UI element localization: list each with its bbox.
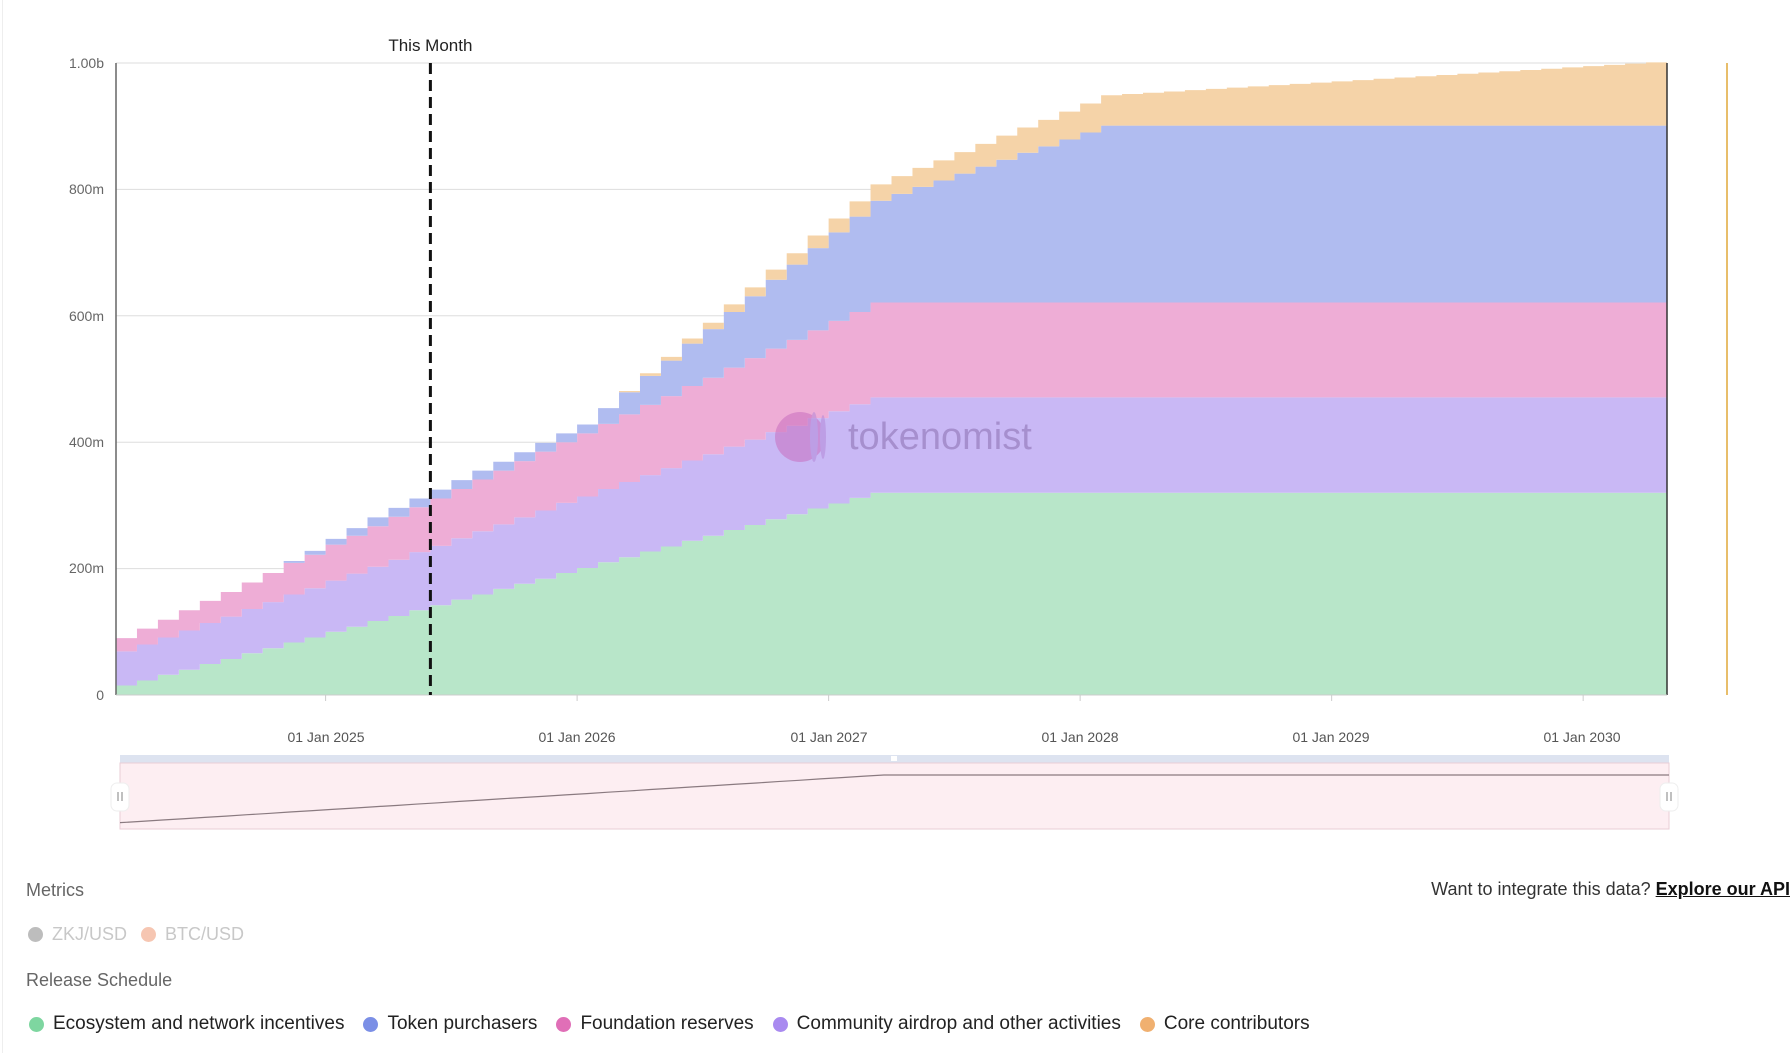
stacked-areas <box>116 62 1667 695</box>
area-ecosystem-and-network-incentives <box>116 492 1667 695</box>
metrics-heading: Metrics <box>26 880 84 900</box>
legend-label: Token purchasers <box>387 1013 538 1034</box>
x-tick-label: 01 Jan 2027 <box>790 729 867 745</box>
y-tick-label: 800m <box>69 181 104 197</box>
api-prompt: Want to integrate this data? <box>1431 879 1651 899</box>
this-month-label: This Month <box>388 36 472 55</box>
x-tick-label: 01 Jan 2029 <box>1292 729 1369 745</box>
y-tick-label: 600m <box>69 308 104 324</box>
x-ticks <box>325 695 1584 701</box>
legend-label: Core contributors <box>1163 1013 1310 1034</box>
navigator-scrollbar-grip <box>891 756 897 761</box>
explore-api-link[interactable]: Explore our API <box>1655 879 1790 899</box>
y-tick-label: 400m <box>69 434 104 450</box>
metrics-list: ZKJ/USD BTC/USD <box>28 924 258 945</box>
legend-label: Community airdrop and other activities <box>796 1013 1121 1034</box>
page-border <box>2 0 3 1053</box>
legend-dot-icon <box>772 1016 788 1032</box>
api-promo: Want to integrate this data? Explore our… <box>1431 879 1790 900</box>
legend-dot-icon <box>141 927 157 942</box>
unlock-chart: tokenomist 0 200m 400m 600m 800m 1.00b 0… <box>69 36 1728 830</box>
legend-label: Ecosystem and network incentives <box>53 1013 345 1034</box>
legend-ecosystem[interactable]: Ecosystem and network incentives <box>29 1013 344 1035</box>
legend-dot-icon <box>363 1016 379 1032</box>
metric-label: ZKJ/USD <box>52 924 128 944</box>
watermark-text: tokenomist <box>848 416 1032 458</box>
tokenomist-watermark: tokenomist <box>775 412 1032 462</box>
range-navigator[interactable] <box>110 755 1679 830</box>
metric-btc-usd[interactable]: BTC/USD <box>141 924 244 945</box>
legend-core-contributors[interactable]: Core contributors <box>1139 1013 1310 1035</box>
x-tick-label: 01 Jan 2030 <box>1543 729 1620 745</box>
navigator-series-line <box>119 774 1669 824</box>
x-tick-label: 01 Jan 2025 <box>287 729 364 745</box>
metric-zkj-usd[interactable]: ZKJ/USD <box>28 924 127 945</box>
legend-token-purchasers[interactable]: Token purchasers <box>363 1013 537 1035</box>
x-tick-label: 01 Jan 2028 <box>1041 729 1118 745</box>
legend-community-airdrop[interactable]: Community airdrop and other activities <box>772 1013 1121 1035</box>
x-tick-label: 01 Jan 2026 <box>538 729 615 745</box>
release-schedule-heading: Release Schedule <box>26 970 173 990</box>
area-token-purchasers <box>116 125 1667 639</box>
legend-dot-icon <box>1139 1016 1155 1032</box>
release-schedule-legend: Ecosystem and network incentives Token p… <box>29 1013 1329 1035</box>
area-foundation-reserves <box>116 302 1667 652</box>
legend-foundation-reserves[interactable]: Foundation reserves <box>556 1013 754 1035</box>
area-community-airdrop-and-other-activities <box>116 397 1667 686</box>
y-tick-label: 0 <box>96 687 104 703</box>
legend-dot-icon <box>28 927 43 942</box>
legend-dot-icon <box>556 1016 572 1032</box>
y-tick-label: 200m <box>69 560 104 576</box>
navigator-left-handle[interactable] <box>110 782 130 812</box>
legend-label: Foundation reserves <box>580 1013 754 1034</box>
navigator-window[interactable] <box>119 762 1670 830</box>
legend-dot-icon <box>29 1016 44 1032</box>
area-core-contributors <box>116 62 1667 639</box>
y-tick-label: 1.00b <box>69 55 104 71</box>
navigator-right-handle[interactable] <box>1659 782 1679 812</box>
metric-label: BTC/USD <box>165 924 245 944</box>
